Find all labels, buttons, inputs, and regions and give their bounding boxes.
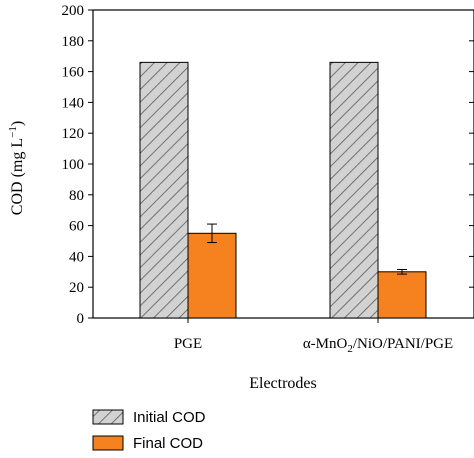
y-tick-label: 100 [62,157,85,173]
plot-area [92,9,474,319]
bar [139,61,189,319]
svg-text:COD (mg L−1): COD (mg L−1) [7,121,26,215]
y-tick-label: 20 [69,280,84,296]
y-axis-title-main: COD (mg L [9,138,26,215]
bar [187,232,237,319]
legend: Initial COD Final COD [92,409,206,452]
y-axis-title-end: ) [9,121,26,126]
y-tick-label: 40 [69,249,84,265]
y-tick-label: 80 [69,188,84,204]
legend-label: Final COD [133,435,203,452]
legend-swatch [92,435,124,451]
y-tick-label: 180 [62,34,85,50]
y-tick-label: 120 [62,126,85,142]
x-tick-label: α-MnO2/NiO/PANI/PGE [303,336,453,355]
y-axis: 0 20 40 60 80 100 120 140 160 180 200 [62,3,474,327]
x-tick-label-text: PGE [174,336,202,352]
y-axis-title-superscript: −1 [7,126,19,138]
x-tick-label: PGE [174,336,202,352]
legend-label: Initial COD [133,409,206,426]
y-tick-label: 0 [77,311,85,327]
x-axis-labels: PGE α-MnO2/NiO/PANI/PGE [174,318,453,355]
y-tick-label: 200 [62,3,85,19]
y-tick-label: 60 [69,219,84,235]
legend-swatch [92,409,124,425]
bar [377,271,427,319]
x-tick-label-post: /NiO/PANI/PGE [353,336,453,352]
y-axis-title: COD (mg L−1) [7,121,26,215]
x-tick-label-pre: α-MnO [303,336,348,352]
x-tick-label-sub: 2 [347,343,353,355]
x-axis-title: Electrodes [249,375,317,392]
y-tick-label: 140 [62,95,85,111]
y-tick-label: 160 [62,65,85,81]
bar [329,61,379,319]
